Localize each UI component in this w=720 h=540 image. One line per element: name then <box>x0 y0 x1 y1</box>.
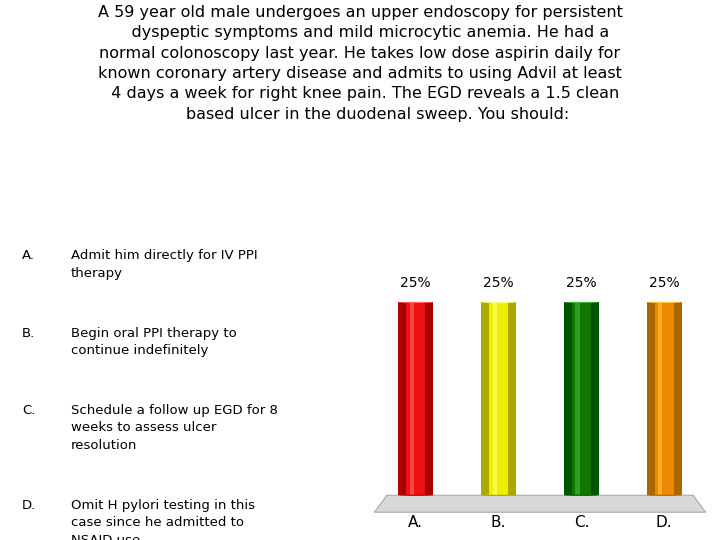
Text: 25%: 25% <box>649 276 680 290</box>
Text: C.: C. <box>22 404 35 417</box>
Text: B.: B. <box>22 327 35 340</box>
Polygon shape <box>572 302 591 495</box>
Ellipse shape <box>647 302 682 303</box>
Text: A 59 year old male undergoes an upper endoscopy for persistent
    dyspeptic sym: A 59 year old male undergoes an upper en… <box>98 5 622 122</box>
Ellipse shape <box>398 495 433 496</box>
Text: D.: D. <box>22 499 37 512</box>
Polygon shape <box>481 302 489 495</box>
Polygon shape <box>492 302 497 495</box>
Ellipse shape <box>398 302 433 303</box>
Text: A.: A. <box>22 249 35 262</box>
Text: 25%: 25% <box>483 276 514 290</box>
Polygon shape <box>564 302 572 495</box>
Text: C.: C. <box>574 515 589 530</box>
Text: Begin oral PPI therapy to
continue indefinitely: Begin oral PPI therapy to continue indef… <box>71 327 237 357</box>
Polygon shape <box>406 302 426 495</box>
Ellipse shape <box>647 495 682 496</box>
Polygon shape <box>374 495 706 512</box>
Polygon shape <box>658 302 662 495</box>
Text: B.: B. <box>491 515 506 530</box>
Text: A.: A. <box>408 515 423 530</box>
Polygon shape <box>575 302 580 495</box>
Polygon shape <box>654 302 674 495</box>
Text: D.: D. <box>656 515 672 530</box>
Text: Omit H pylori testing in this
case since he admitted to
NSAID use: Omit H pylori testing in this case since… <box>71 499 255 540</box>
Ellipse shape <box>564 495 599 496</box>
Polygon shape <box>674 302 682 495</box>
Polygon shape <box>410 302 414 495</box>
Text: 25%: 25% <box>400 276 431 290</box>
Polygon shape <box>489 302 508 495</box>
Polygon shape <box>647 302 654 495</box>
Polygon shape <box>508 302 516 495</box>
Ellipse shape <box>481 302 516 303</box>
Ellipse shape <box>481 495 516 496</box>
Polygon shape <box>398 302 406 495</box>
Text: Admit him directly for IV PPI
therapy: Admit him directly for IV PPI therapy <box>71 249 258 280</box>
Text: Schedule a follow up EGD for 8
weeks to assess ulcer
resolution: Schedule a follow up EGD for 8 weeks to … <box>71 404 278 452</box>
Polygon shape <box>426 302 433 495</box>
Ellipse shape <box>564 302 599 303</box>
Text: 25%: 25% <box>566 276 597 290</box>
Polygon shape <box>591 302 599 495</box>
